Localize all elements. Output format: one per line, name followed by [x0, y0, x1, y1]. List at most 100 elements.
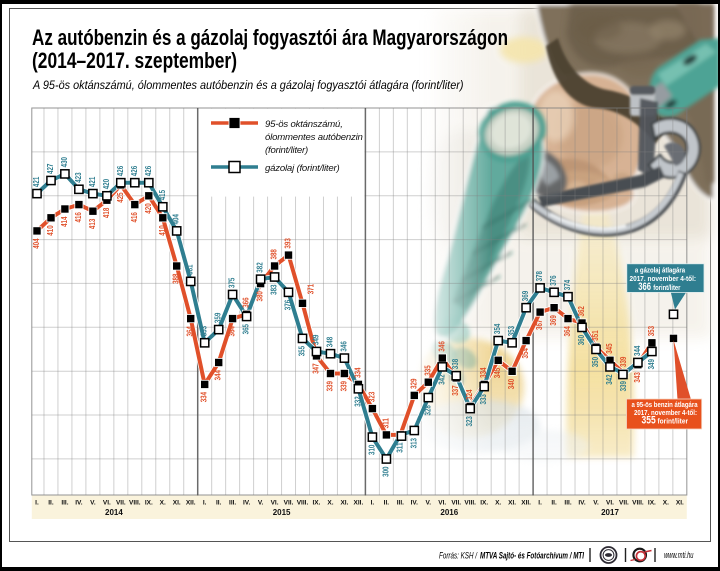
svg-text:375: 375 — [227, 277, 237, 288]
svg-text:430: 430 — [59, 157, 69, 168]
svg-text:364: 364 — [185, 326, 195, 337]
svg-text:426: 426 — [143, 166, 153, 177]
svg-text:I.: I. — [203, 500, 207, 507]
svg-text:311: 311 — [380, 418, 390, 429]
svg-text:351: 351 — [590, 330, 600, 341]
svg-text:350: 350 — [590, 357, 600, 368]
svg-text:371: 371 — [306, 284, 316, 295]
svg-text:359: 359 — [213, 313, 223, 324]
svg-text:420: 420 — [143, 203, 153, 214]
svg-text:Forrás: KSH /: Forrás: KSH / — [439, 551, 478, 562]
svg-text:348: 348 — [324, 337, 334, 348]
svg-text:425: 425 — [115, 192, 125, 203]
svg-text:421: 421 — [31, 177, 41, 188]
svg-text:427: 427 — [45, 163, 55, 174]
svg-text:364: 364 — [562, 326, 572, 337]
svg-text:339: 339 — [324, 381, 334, 392]
svg-text:393: 393 — [283, 238, 293, 249]
svg-text:355: 355 — [297, 346, 307, 357]
svg-text:(forint/liter): (forint/liter) — [265, 145, 308, 156]
svg-text:IX.: IX. — [648, 500, 656, 507]
svg-text:VIII.: VIII. — [632, 500, 644, 507]
svg-text:324: 324 — [464, 389, 474, 400]
svg-text:410: 410 — [45, 225, 55, 236]
svg-text:XI.: XI. — [340, 500, 348, 507]
svg-text:376: 376 — [283, 300, 293, 311]
svg-text:364: 364 — [227, 326, 237, 337]
svg-text:346: 346 — [436, 341, 446, 352]
svg-text:332: 332 — [352, 396, 362, 407]
svg-text:forint/liter: forint/liter — [653, 283, 680, 292]
svg-text:MTVA Sajtó- és Fotóarchívum /: MTVA Sajtó- és Fotóarchívum / MTI — [480, 551, 584, 562]
svg-text:XI.: XI. — [508, 500, 516, 507]
svg-text:X.: X. — [327, 500, 333, 507]
svg-text:I.: I. — [35, 500, 39, 507]
svg-text:353: 353 — [506, 326, 516, 337]
svg-text:X.: X. — [160, 500, 166, 507]
svg-text:V.: V. — [593, 500, 599, 507]
svg-text:414: 414 — [59, 216, 69, 227]
svg-text:353: 353 — [199, 326, 209, 337]
svg-text:337: 337 — [450, 385, 460, 396]
svg-text:410: 410 — [157, 225, 167, 236]
svg-text:362: 362 — [576, 306, 586, 317]
svg-text:IV.: IV. — [243, 500, 251, 507]
svg-text:311: 311 — [394, 442, 404, 453]
svg-text:XI.: XI. — [676, 500, 684, 507]
svg-text:365: 365 — [241, 324, 251, 335]
svg-text:V.: V. — [90, 500, 96, 507]
svg-text:339: 339 — [338, 381, 348, 392]
svg-text:VII.: VII. — [451, 500, 461, 507]
svg-text:III.: III. — [229, 500, 236, 507]
svg-text:VII.: VII. — [284, 500, 294, 507]
svg-text:381: 381 — [185, 264, 195, 275]
svg-text:VII.: VII. — [116, 500, 126, 507]
svg-text:355: 355 — [642, 415, 656, 427]
svg-text:383: 383 — [269, 284, 279, 295]
svg-text:Az autóbenzin és a gázolaj fog: Az autóbenzin és a gázolaj fogyasztói ár… — [32, 25, 508, 50]
svg-text:IV.: IV. — [578, 500, 586, 507]
svg-text:VI.: VI. — [606, 500, 614, 507]
svg-text:II.: II. — [551, 500, 557, 507]
svg-text:II.: II. — [384, 500, 390, 507]
svg-text:416: 416 — [73, 212, 83, 223]
svg-text:VI.: VI. — [438, 500, 446, 507]
svg-text:334: 334 — [352, 367, 362, 378]
svg-text:404: 404 — [171, 214, 181, 225]
svg-text:345: 345 — [604, 343, 614, 354]
svg-text:366: 366 — [241, 297, 251, 308]
svg-text:95-ös oktánszámú,: 95-ös oktánszámú, — [265, 119, 343, 130]
svg-text:378: 378 — [534, 271, 544, 282]
svg-text:V.: V. — [258, 500, 264, 507]
svg-text:V.: V. — [426, 500, 432, 507]
svg-text:II.: II. — [216, 500, 222, 507]
svg-text:416: 416 — [129, 212, 139, 223]
svg-text:354: 354 — [520, 348, 530, 359]
svg-text:338: 338 — [450, 359, 460, 370]
svg-text:a gázolaj átlagára: a gázolaj átlagára — [635, 265, 686, 274]
svg-text:374: 374 — [562, 280, 572, 291]
svg-text:382: 382 — [255, 262, 265, 273]
svg-text:300: 300 — [380, 466, 390, 477]
svg-text:XII.: XII. — [521, 500, 531, 507]
svg-text:328: 328 — [422, 405, 432, 416]
svg-text:XII.: XII. — [354, 500, 364, 507]
svg-text:2014: 2014 — [105, 508, 123, 517]
svg-text:A 95-ös oktánszámú, ólommentes: A 95-ös oktánszámú, ólommentes autóbenzi… — [32, 78, 463, 92]
svg-text:323: 323 — [366, 392, 376, 403]
svg-text:2015: 2015 — [273, 508, 291, 517]
svg-text:329: 329 — [408, 378, 418, 389]
svg-text:343: 343 — [632, 372, 642, 383]
svg-text:IX.: IX. — [313, 500, 321, 507]
svg-text:369: 369 — [548, 315, 558, 326]
svg-text:IV.: IV. — [75, 500, 83, 507]
svg-text:333: 333 — [478, 394, 488, 405]
svg-text:gázolaj (forint/liter): gázolaj (forint/liter) — [265, 163, 340, 174]
svg-text:323: 323 — [464, 416, 474, 427]
svg-text:426: 426 — [129, 166, 139, 177]
svg-text:404: 404 — [31, 238, 41, 249]
svg-text:2017. november 4-től:: 2017. november 4-től: — [634, 408, 697, 417]
svg-text:II.: II. — [48, 500, 54, 507]
svg-text:2017: 2017 — [601, 508, 619, 517]
svg-text:X.: X. — [495, 500, 501, 507]
